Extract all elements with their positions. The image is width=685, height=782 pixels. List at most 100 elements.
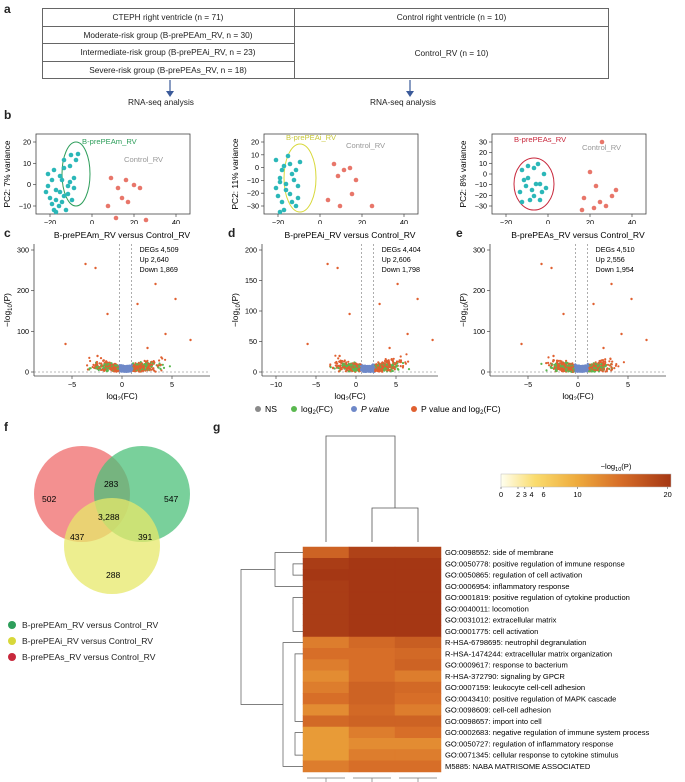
volcano-point (349, 367, 352, 370)
colorbar-tick: 10 (573, 490, 581, 499)
heatmap-cell (302, 625, 350, 638)
pca-ylabel: PC2: 8% variance (458, 140, 468, 207)
volcano-point (337, 370, 340, 373)
volcano-point (120, 367, 123, 370)
pca-point-group (533, 181, 539, 187)
heatmap-term-label: GO:0098609: cell-cell adhesion (445, 706, 551, 715)
volcano-point-high (64, 342, 67, 346)
volcano-point (344, 370, 347, 373)
volcano-point (402, 364, 405, 368)
table-divider (294, 8, 295, 79)
volcano-point (117, 369, 120, 372)
pca-point-control (597, 199, 603, 205)
volcano-point (105, 369, 108, 373)
pca-group-label: B-prePEAs_RV (514, 135, 567, 144)
volcano-point-high (326, 262, 329, 266)
volcano-point (138, 364, 141, 367)
volcano-point (157, 364, 160, 367)
heatmap-cell (394, 625, 442, 638)
volcano-point (376, 368, 379, 371)
pca-point-group (283, 187, 289, 193)
volcano-point-high (602, 346, 605, 350)
volcano-point-high (106, 312, 109, 316)
volcano-xtick: −5 (524, 380, 532, 389)
pca-point-group (68, 152, 74, 158)
heatmap-term-label: GO:0050727: regulation of inflammatory r… (445, 739, 613, 748)
volcano-ytick: 300 (473, 246, 485, 255)
volcano-point (575, 369, 578, 372)
volcano-point (137, 361, 140, 364)
heatmap-cell (394, 693, 442, 705)
volcano-point (88, 356, 91, 359)
pca-point-group (537, 197, 543, 203)
volcano-xtick: 0 (576, 380, 580, 389)
heatmap-term-label: GO:0031012: extracellular matrix (445, 616, 557, 625)
volcano-point (602, 367, 606, 370)
volcano-plot-intermediate: B-prePEAi_RV versus Control_RV DEGs 4,404… (230, 230, 438, 400)
volcano-point-high (550, 266, 553, 270)
heatmap-cell (348, 659, 396, 671)
volcano-point (399, 365, 402, 368)
panel-label-a: a (4, 2, 11, 16)
volcano-point (158, 362, 161, 365)
pca-point-group (287, 191, 293, 197)
table-header-cteph: CTEPH right ventricle (n = 71) (112, 12, 224, 22)
volcano-point (125, 366, 128, 369)
heatmap-cell (394, 749, 442, 761)
volcano-point (102, 365, 105, 369)
pca-ytick: 20 (23, 138, 31, 147)
volcano-point (545, 362, 548, 365)
heatmap-cell (302, 738, 350, 750)
heatmap-cell (394, 546, 442, 559)
volcano-point (334, 361, 337, 364)
heatmap-cell (348, 569, 396, 581)
heatmap-cell (302, 760, 350, 773)
volcano-point (123, 366, 126, 369)
pca-point-control (137, 185, 143, 191)
volcano-point-high (154, 282, 157, 286)
volcano-xtick: 5 (170, 380, 174, 389)
pca-point-group (75, 151, 81, 157)
volcano-point (355, 365, 359, 368)
pca-point-group (61, 165, 67, 171)
heatmap-cell (348, 558, 396, 570)
volcano-point (157, 366, 160, 369)
volcano-point (347, 360, 350, 363)
volcano-point (377, 361, 380, 364)
volcano-point (391, 369, 394, 373)
volcano-xtick: −10 (270, 380, 282, 389)
volcano-point-high (592, 302, 595, 306)
pca-group-ellipse (513, 157, 555, 211)
pca-point-group (273, 157, 279, 163)
pca-xtick: 0 (546, 218, 550, 224)
volcano-plot-severe: B-prePEAs_RV versus Control_RV DEGs 4,510… (458, 230, 666, 400)
volcano-point (610, 366, 613, 369)
volcano-point-high (520, 342, 523, 346)
pca-ytick: 20 (479, 148, 487, 157)
heatmap-term-label: GO:0001775: cell activation (445, 627, 538, 636)
volcano-point (614, 364, 617, 367)
volcano-point (407, 360, 410, 363)
volcano-point (390, 358, 393, 361)
volcano-point (561, 365, 564, 368)
volcano-point-high (388, 346, 391, 350)
volcano-point (394, 361, 398, 365)
volcano-xlabel: log2(FC) (562, 391, 593, 400)
volcano-point (110, 362, 113, 365)
volcano-point (159, 367, 162, 370)
pca-point-group (67, 163, 73, 169)
volcano-point-high (146, 346, 149, 350)
heatmap-cell (348, 546, 396, 559)
heatmap-term-label: GO:0071345: cellular response to cytokin… (445, 751, 619, 760)
pca-point-group (537, 181, 543, 187)
pca-ytick: −20 (247, 189, 259, 198)
volcano-legend: NS log2(FC) P value P value and log2(FC) (255, 404, 501, 416)
volcano-xtick: 5 (394, 380, 398, 389)
rnaseq-label-right: RNA-seq analysis (370, 97, 436, 107)
volcano-point (144, 360, 147, 363)
volcano-point (368, 368, 371, 372)
pca-point-control (347, 165, 353, 171)
pca-point-group (525, 175, 531, 181)
volcano-point (112, 365, 115, 368)
volcano-point (611, 360, 614, 363)
